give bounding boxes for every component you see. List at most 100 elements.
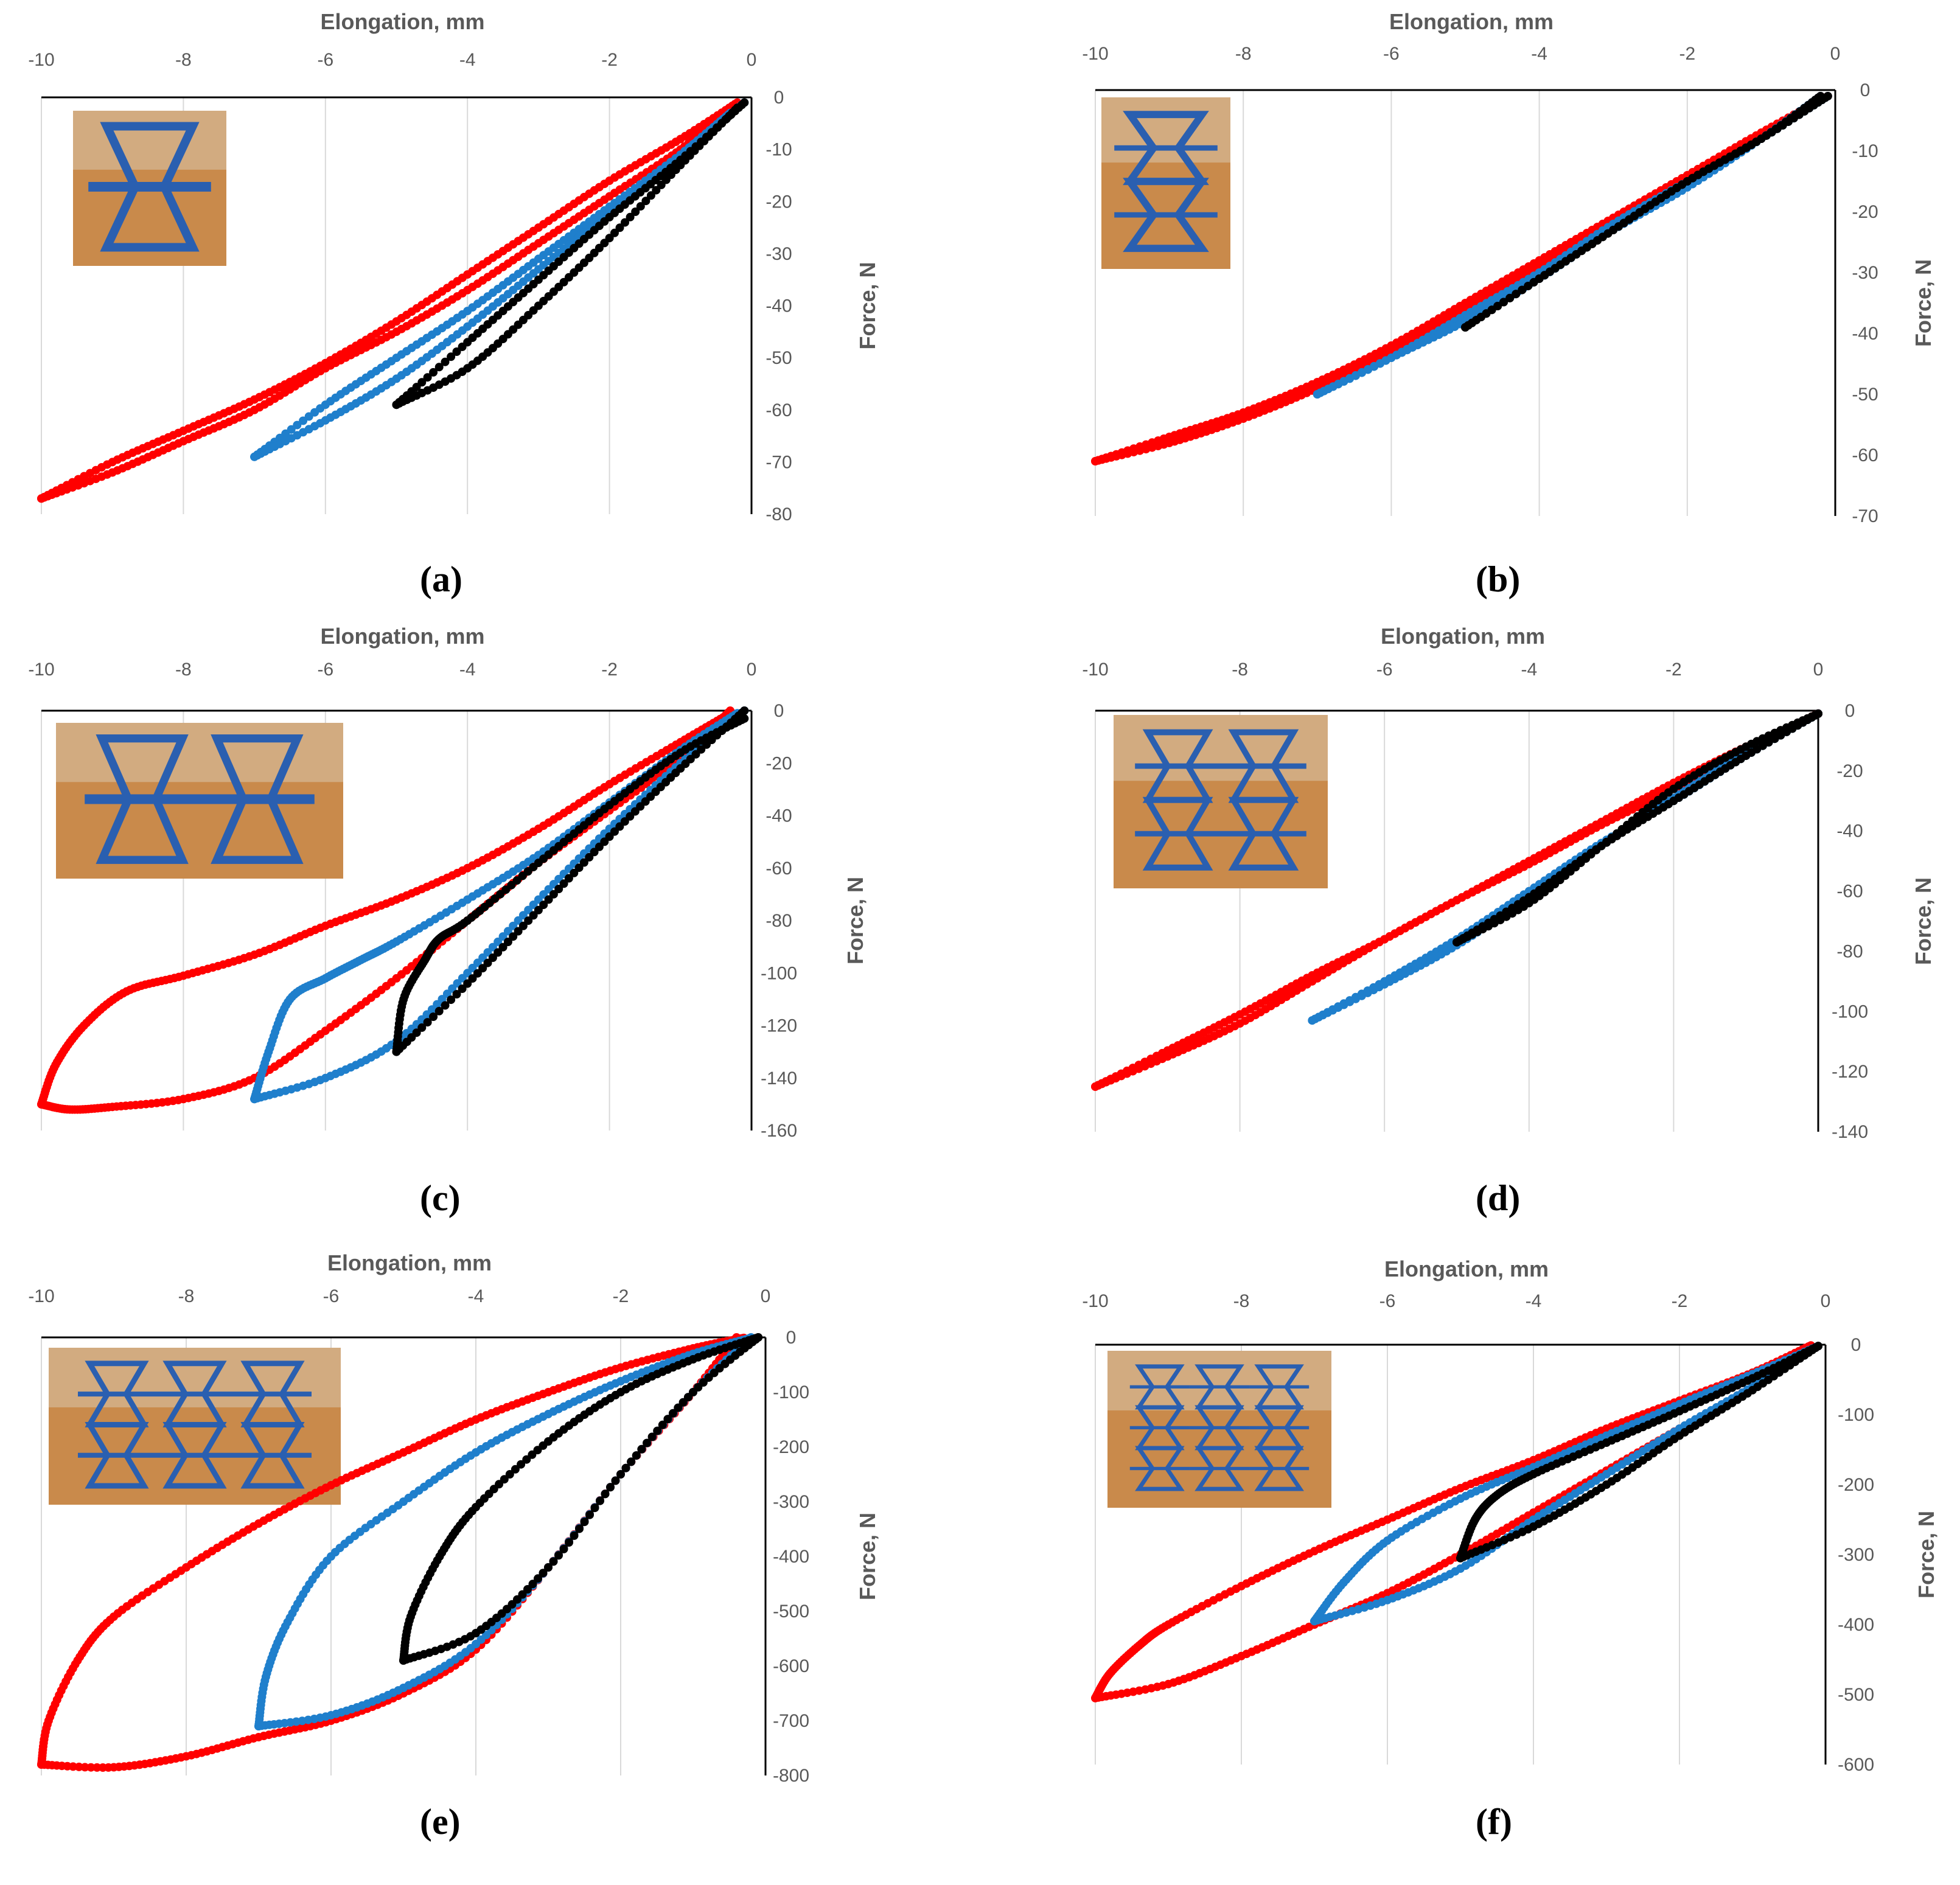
- chart-panel-d: -10 -8 -6 -4 -2 0 0 -20 -40 -60 -80 -100 -120 -140 Elo…: [980, 621, 1960, 1247]
- y-axis-title: Force, N: [1914, 1511, 1939, 1598]
- y-tick-label: -20: [766, 192, 792, 212]
- data-point: [518, 911, 528, 920]
- y-tick-label: -300: [1838, 1545, 1874, 1565]
- y-tick-label: -40: [766, 806, 792, 826]
- data-point: [585, 852, 594, 862]
- caption-e: (e): [420, 1802, 461, 1842]
- x-tick-label: -6: [1379, 1291, 1396, 1311]
- data-point: [447, 995, 456, 1005]
- data-point: [570, 868, 579, 877]
- caption-c: (c): [420, 1178, 461, 1218]
- data-point: [434, 363, 444, 372]
- cell-plate: [1135, 763, 1221, 769]
- data-point: [658, 1420, 667, 1429]
- data-point: [740, 714, 749, 723]
- y-tick-label: -400: [1838, 1615, 1874, 1635]
- data-point: [554, 885, 563, 893]
- y-tick-label: -20: [1852, 202, 1878, 222]
- loading-line: [1314, 1345, 1819, 1623]
- x-tick-label: -10: [1082, 660, 1108, 680]
- data-point: [590, 1503, 599, 1513]
- data-point: [534, 905, 543, 915]
- x-tick-label: 0: [1813, 660, 1824, 680]
- data-point: [1493, 302, 1502, 310]
- y-tick-label: -100: [761, 963, 797, 983]
- data-point: [678, 1398, 688, 1407]
- chart-svg-b: -10 -8 -6 -4 -2 00-10-20-30-40-50-60-70Elonga…: [1082, 9, 1936, 526]
- data-point: [647, 1432, 657, 1441]
- series-1: [250, 98, 749, 461]
- data-point: [423, 1018, 432, 1027]
- data-point: [514, 916, 523, 925]
- data-point: [86, 1763, 96, 1772]
- series-2: [1461, 92, 1832, 332]
- data-point: [575, 1524, 584, 1533]
- x-tick-label: 0: [747, 50, 757, 70]
- data-point: [441, 1001, 450, 1010]
- y-tick-label: -70: [766, 452, 792, 472]
- x-tick-label: -2: [601, 50, 618, 70]
- data-point: [606, 1483, 615, 1492]
- cell-plate: [1129, 1466, 1190, 1471]
- series-2: [1453, 709, 1822, 947]
- data-point: [601, 1490, 610, 1499]
- photo-wall: [49, 1348, 341, 1408]
- data-point: [544, 1563, 553, 1572]
- x-tick-label: -10: [28, 660, 54, 680]
- data-point: [458, 984, 467, 993]
- cell-plate: [1114, 212, 1218, 218]
- data-point: [621, 1463, 630, 1472]
- data-point: [534, 1574, 542, 1583]
- data-point: [511, 1465, 520, 1474]
- cell-plate: [1189, 1426, 1250, 1430]
- x-tick-label: 0: [747, 660, 757, 680]
- x-tick-label: -4: [1526, 1291, 1542, 1311]
- data-point: [299, 416, 308, 425]
- data-point: [539, 1569, 548, 1578]
- data-point: [1518, 285, 1527, 294]
- x-tick-label: -4: [459, 50, 476, 70]
- cell-plate: [88, 181, 211, 192]
- data-point: [423, 373, 432, 382]
- data-point: [429, 1012, 438, 1021]
- x-tick-label: -6: [1376, 660, 1393, 680]
- x-tick-label: -10: [28, 50, 54, 70]
- data-point: [596, 1496, 604, 1505]
- data-point: [1814, 709, 1822, 718]
- data-point: [663, 1415, 672, 1424]
- chart-panel-c: -10 -8 -6 -4 -2 0 0 -20 -40 -60 -80 -100 -120 -140 -16…: [0, 621, 980, 1247]
- data-point: [754, 1333, 763, 1342]
- data-point: [528, 1580, 537, 1589]
- chart-svg-a: -10 -8 -6 -4 -2 00-10-20-30-40-50-60-70-80Elo…: [28, 9, 880, 524]
- series-2: [399, 1333, 763, 1665]
- y-tick-label: -120: [761, 1016, 797, 1036]
- chart-panel-a: -10 -8 -6 -4 -2 0 0 -10 -20 -30 -40 -50 -60 -70 -80 Elo…: [0, 0, 980, 621]
- caption-b: (b): [1476, 559, 1521, 599]
- x-tick-label: -8: [1232, 660, 1248, 680]
- data-point: [668, 1409, 677, 1418]
- y-tick-label: -20: [1836, 761, 1863, 781]
- x-tick-label: -10: [1082, 1291, 1108, 1311]
- data-point: [453, 979, 462, 988]
- data-point: [493, 937, 503, 946]
- series-0: [37, 1333, 748, 1772]
- caption-a: (a): [420, 559, 462, 599]
- y-tick-label: -40: [1836, 821, 1863, 841]
- y-tick-label: -100: [1838, 1405, 1874, 1425]
- y-tick-label: -500: [1838, 1685, 1874, 1705]
- data-point: [674, 1403, 683, 1412]
- data-point: [1814, 1342, 1822, 1351]
- y-tick-label: 0: [786, 1328, 797, 1348]
- data-point: [579, 858, 588, 867]
- y-axis-title: Force, N: [855, 262, 880, 349]
- x-axis-title: Elongation, mm: [1381, 624, 1545, 649]
- data-point: [611, 1476, 620, 1485]
- y-tick-label: -80: [766, 504, 792, 524]
- data-point: [564, 874, 573, 883]
- x-tick-label: -4: [468, 1286, 484, 1306]
- data-point: [570, 1531, 579, 1540]
- photo-wall: [1101, 97, 1230, 163]
- data-point: [590, 848, 599, 857]
- data-point: [580, 1517, 589, 1527]
- series-2: [392, 706, 749, 1056]
